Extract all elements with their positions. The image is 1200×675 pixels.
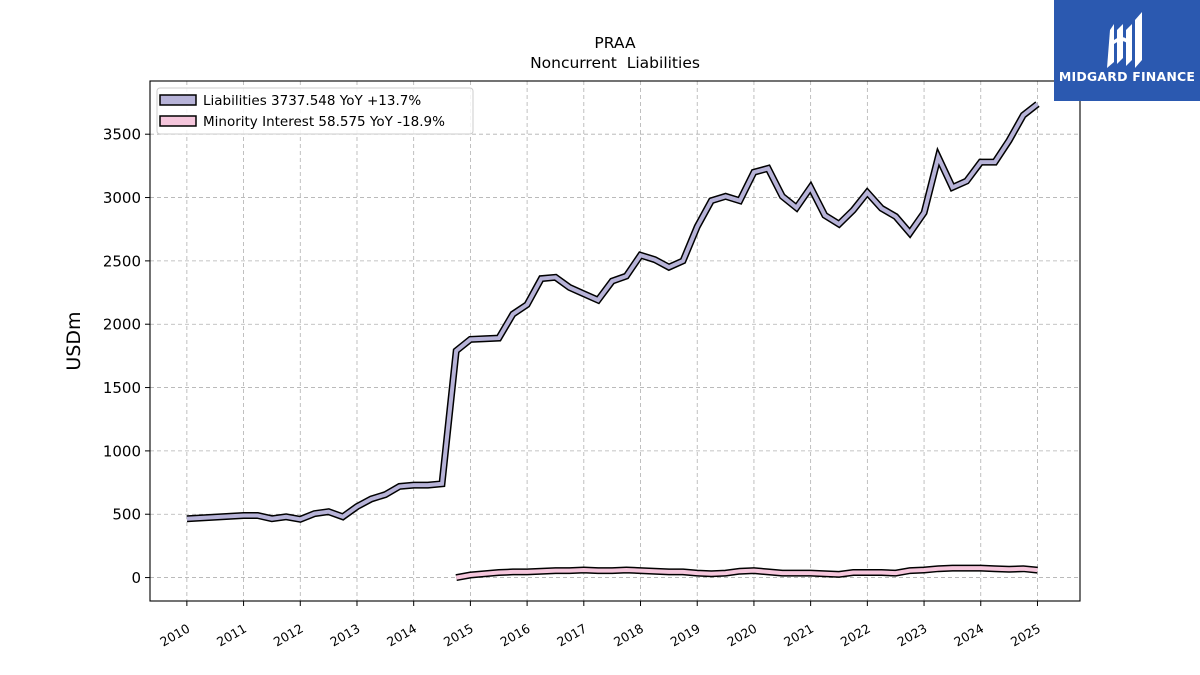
chart-title: PRAA [594, 34, 636, 52]
x-tick-label: 2022 [838, 621, 873, 650]
legend-swatch [159, 94, 197, 106]
y-axis-label: USDm [63, 311, 85, 370]
x-tick-label: 2013 [327, 621, 362, 650]
x-tick-label: 2010 [157, 621, 192, 650]
y-tick-label: 3000 [103, 189, 141, 207]
legend-label: Minority Interest 58.575 YoY -18.9% [203, 114, 445, 130]
x-tick-label: 2025 [1008, 621, 1043, 650]
x-tick-label: 2019 [668, 621, 703, 650]
brand-logo: MIDGARD FINANCE [1054, 0, 1200, 101]
x-tick-label: 2023 [895, 621, 930, 650]
x-tick-label: 2015 [441, 621, 476, 650]
y-tick-label: 2500 [103, 252, 141, 270]
x-tick-label: 2016 [498, 621, 533, 650]
x-tick-label: 2018 [611, 621, 646, 650]
chart-subtitle: Noncurrent Liabilities [530, 54, 700, 72]
x-tick-label: 2012 [271, 621, 306, 650]
legend: Liabilities 3737.548 YoY +13.7% Minority … [156, 87, 474, 135]
legend-label: Liabilities 3737.548 YoY +13.7% [203, 93, 421, 109]
series-line-0 [186, 102, 1039, 522]
x-tick-label: 2024 [951, 621, 986, 650]
grid [150, 81, 1080, 601]
y-tick-label: 0 [131, 569, 141, 587]
y-tick-label: 3500 [103, 126, 141, 144]
legend-box [156, 87, 474, 135]
brand-mark-icon [1107, 12, 1142, 68]
x-tick-label: 2014 [384, 621, 419, 650]
x-tick-label: 2020 [724, 621, 759, 650]
series-outline-0 [186, 101, 1040, 523]
x-tick-label: 2017 [554, 621, 589, 650]
x-tick-label: 2011 [214, 621, 249, 650]
y-ticks: 0 500 1000 1500 2000 2500 3000 3500 [103, 126, 150, 587]
y-tick-label: 1000 [103, 442, 141, 460]
legend-swatch [159, 115, 197, 127]
x-ticks: 2010 2011 2012 2013 2014 2015 2016 2017 2018 2019… [157, 601, 1043, 650]
series-lines [186, 101, 1040, 582]
series-line-1 [455, 566, 1038, 580]
y-tick-label: 1500 [103, 379, 141, 397]
plot-frame [149, 80, 1081, 602]
y-tick-label: 500 [112, 506, 141, 524]
y-tick-label: 2000 [103, 316, 141, 334]
x-tick-label: 2021 [781, 621, 816, 650]
brand-name: MIDGARD FINANCE [1058, 69, 1196, 84]
